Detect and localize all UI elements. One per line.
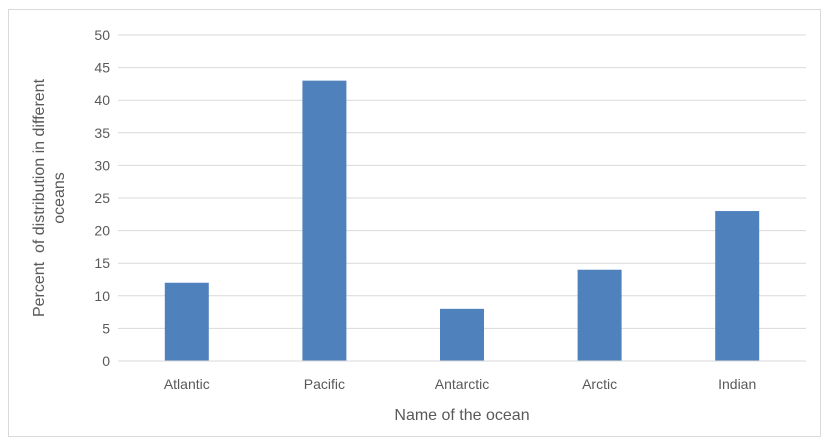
y-tick-label: 15 xyxy=(94,255,110,271)
y-tick-label: 10 xyxy=(94,288,110,304)
x-tick-label: Atlantic xyxy=(164,376,210,392)
y-tick-label: 35 xyxy=(94,125,110,141)
y-axis-title-line: Percent of distribution in different xyxy=(31,78,48,317)
y-axis-ticks: 0 5 10 15 20 25 30 35 40 45 50 xyxy=(94,27,110,369)
y-tick-label: 25 xyxy=(94,190,110,206)
bar-pacific xyxy=(302,81,346,361)
y-axis-title: Percent of distribution in different ocea… xyxy=(31,78,68,317)
bar-arctic xyxy=(578,270,622,361)
y-tick-label: 5 xyxy=(102,320,110,336)
bar-indian xyxy=(715,211,759,361)
y-tick-label: 30 xyxy=(94,157,110,173)
x-tick-label: Indian xyxy=(718,376,756,392)
x-tick-label: Pacific xyxy=(304,376,345,392)
y-axis-title-line: oceans xyxy=(51,172,68,224)
bars xyxy=(165,81,759,361)
bar-atlantic xyxy=(165,283,209,361)
gridlines xyxy=(118,35,806,328)
bar-antarctic xyxy=(440,309,484,361)
x-tick-label: Antarctic xyxy=(435,376,489,392)
x-tick-label: Arctic xyxy=(582,376,617,392)
y-tick-label: 0 xyxy=(102,353,110,369)
x-axis-title: Name of the ocean xyxy=(394,407,529,424)
y-tick-label: 45 xyxy=(94,60,110,76)
y-tick-label: 50 xyxy=(94,27,110,43)
y-tick-label: 20 xyxy=(94,223,110,239)
y-tick-label: 40 xyxy=(94,92,110,108)
x-axis-ticks: Atlantic Pacific Antarctic Arctic Indian xyxy=(164,376,756,392)
